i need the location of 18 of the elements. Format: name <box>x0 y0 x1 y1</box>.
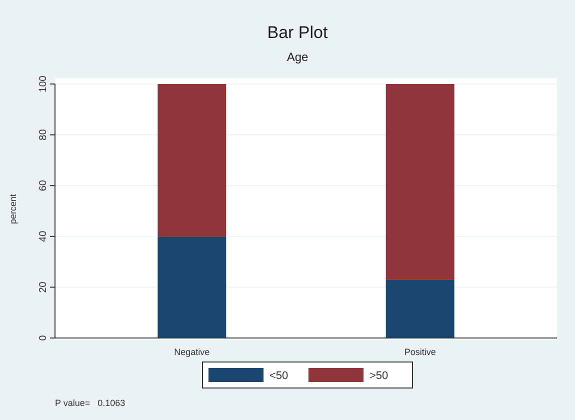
legend-label: <50 <box>270 370 288 382</box>
y-tick-label: 80 <box>38 128 49 140</box>
y-tick-label: 60 <box>38 180 49 192</box>
chart-subtitle: Age <box>286 50 308 64</box>
y-tick-label: 40 <box>38 230 49 242</box>
x-tick-label: Positive <box>404 347 436 357</box>
chart-title: Bar Plot <box>267 23 328 42</box>
y-tick-label: 0 <box>38 334 49 341</box>
y-tick-label: 20 <box>38 281 49 293</box>
x-tick-label: Negative <box>174 347 210 357</box>
bar <box>158 84 226 236</box>
bar <box>386 280 454 338</box>
bar <box>158 236 226 338</box>
y-tick-label: 100 <box>38 75 49 92</box>
legend-label: >50 <box>370 370 388 382</box>
y-axis-title: percent <box>8 193 18 224</box>
bar <box>386 84 454 280</box>
text: P value= 0.1063 <box>55 398 126 408</box>
